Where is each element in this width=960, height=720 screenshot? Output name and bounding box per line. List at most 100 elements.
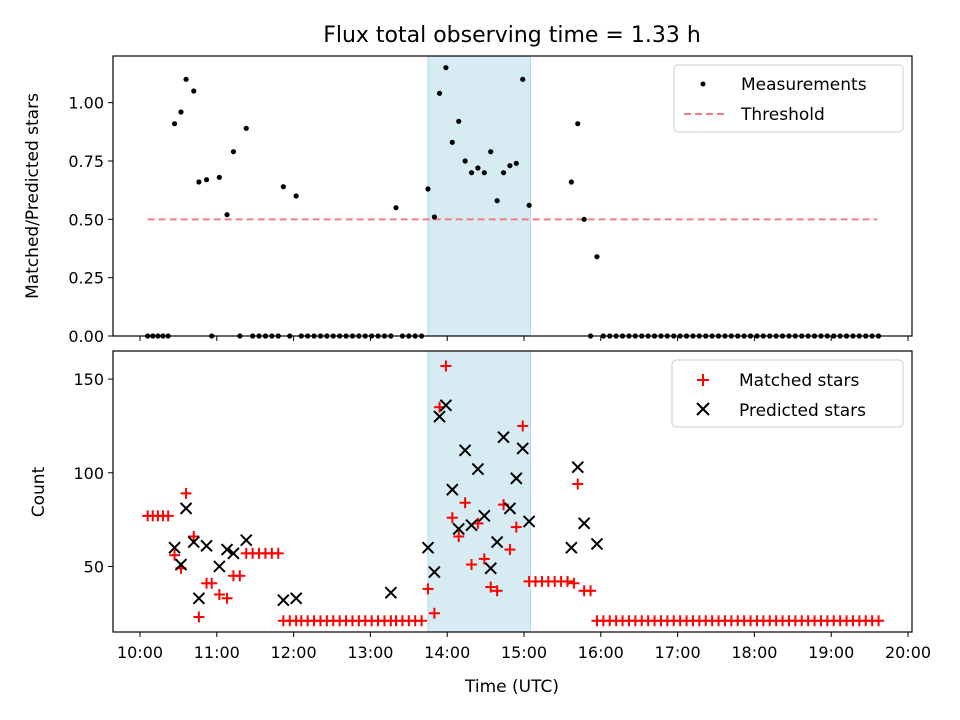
top-y-tick-label: 0.50	[68, 210, 104, 229]
bottom-plot-frame	[112, 350, 913, 633]
predicted-star-point	[433, 410, 446, 423]
measurement-point	[196, 179, 202, 185]
measurement-point	[456, 118, 462, 124]
matched-star-point	[440, 360, 452, 372]
measurement-point	[183, 76, 189, 82]
top-highlight-span	[427, 55, 531, 337]
legend-matched-marker	[697, 374, 709, 386]
predicted-star-point	[240, 533, 253, 547]
measurement-point	[171, 121, 178, 127]
bottom-y-axis-label: Count	[29, 466, 49, 517]
measurement-point	[449, 139, 455, 145]
matched-star-point	[422, 583, 434, 595]
x-tick-label: 10:00	[117, 643, 163, 662]
bottom-y-tick-label: 50	[84, 557, 104, 576]
matched-star-point	[510, 521, 522, 533]
predicted-star-point	[192, 592, 206, 605]
predicted-star-point	[503, 502, 517, 515]
matched-star-point	[428, 607, 440, 619]
x-tick-label: 20:00	[885, 643, 931, 662]
measurement-point	[230, 149, 237, 155]
predicted-star-point	[590, 537, 604, 551]
predicted-star-point	[227, 547, 240, 560]
legend-measurements-marker	[700, 81, 706, 87]
measurement-point	[203, 177, 210, 183]
predicted-star-point	[484, 562, 497, 575]
matched-star-point	[206, 577, 218, 589]
predicted-star-point	[471, 462, 485, 476]
x-tick-label: 11:00	[194, 643, 240, 662]
matched-star-point	[416, 615, 428, 627]
predicted-star-point	[497, 430, 510, 444]
matched-star-point	[491, 585, 503, 597]
predicted-star-point	[220, 543, 234, 556]
x-tick-label: 16:00	[578, 643, 624, 662]
top-plot-frame	[112, 55, 913, 337]
top-y-tick-label: 0.25	[68, 269, 104, 288]
bottom-legend: Matched stars Predicted stars	[671, 359, 904, 428]
measurement-point	[462, 158, 468, 164]
measurement-point	[425, 186, 431, 192]
measurement-point	[393, 205, 399, 211]
top-series	[145, 65, 882, 339]
matched-star-point	[180, 487, 192, 499]
x-tick-label: 14:00	[424, 643, 470, 662]
bottom-legend-box	[671, 359, 904, 428]
top-x-ticks	[139, 336, 909, 341]
predicted-star-point	[174, 558, 188, 571]
top-panel: 0.00 0.25 0.50 0.75 1.00 Matched/Predicted s…	[23, 55, 913, 346]
measurement-point	[494, 198, 500, 204]
measurement-point	[216, 174, 222, 180]
bottom-y-tick-label: 150	[73, 370, 104, 389]
top-y-tick-label: 0.00	[68, 327, 104, 346]
measurement-point	[191, 88, 197, 94]
matched-star-point	[562, 575, 574, 587]
predicted-star-point	[428, 565, 441, 579]
predicted-star-point	[384, 586, 398, 599]
legend-measurements-label: Measurements	[741, 75, 867, 95]
x-tick-label: 19:00	[808, 643, 854, 662]
matched-star-point	[572, 478, 584, 490]
chart-title: Flux total observing time = 1.33 h	[323, 23, 701, 48]
predicted-star-point	[421, 541, 435, 554]
x-tick-label: 18:00	[731, 643, 777, 662]
matched-star-point	[517, 420, 529, 432]
x-tick-label: 12:00	[271, 643, 317, 662]
top-y-tick-label: 0.75	[68, 152, 104, 171]
matched-star-point	[188, 530, 200, 542]
matched-star-point	[485, 581, 497, 593]
predicted-star-point	[439, 399, 453, 412]
predicted-star-point	[446, 483, 459, 496]
matched-star-point	[272, 547, 284, 559]
measurement-point	[436, 90, 443, 96]
predicted-star-point	[168, 541, 181, 554]
matched-star-point	[478, 553, 490, 565]
legend-predicted-marker	[696, 402, 710, 416]
top-legend-box	[673, 64, 904, 133]
predicted-star-point	[187, 535, 200, 549]
measurement-point	[443, 65, 449, 71]
predicted-star-point	[577, 517, 591, 530]
measurement-point	[575, 121, 581, 127]
predicted-star-point	[213, 560, 226, 573]
x-tick-label: 17:00	[655, 643, 701, 662]
x-tick-label: 15:00	[501, 643, 547, 662]
matched-star-point	[504, 544, 516, 556]
predicted-star-point	[452, 522, 465, 536]
measurement-point	[488, 149, 494, 155]
legend-matched-label: Matched stars	[739, 371, 859, 391]
measurement-point	[500, 170, 507, 176]
predicted-star-point	[200, 539, 213, 553]
measurement-point	[243, 125, 249, 131]
predicted-star-point	[522, 515, 536, 528]
legend-predicted-label: Predicted stars	[739, 401, 866, 421]
predicted-star-point	[465, 519, 478, 532]
matched-star-point	[193, 611, 205, 623]
matched-star-point	[585, 585, 597, 597]
measurement-point	[178, 109, 184, 115]
top-legend: Measurements Threshold	[673, 64, 904, 133]
predicted-star-point	[277, 593, 290, 607]
matched-star-point	[234, 570, 246, 582]
matched-star-point	[221, 592, 233, 604]
